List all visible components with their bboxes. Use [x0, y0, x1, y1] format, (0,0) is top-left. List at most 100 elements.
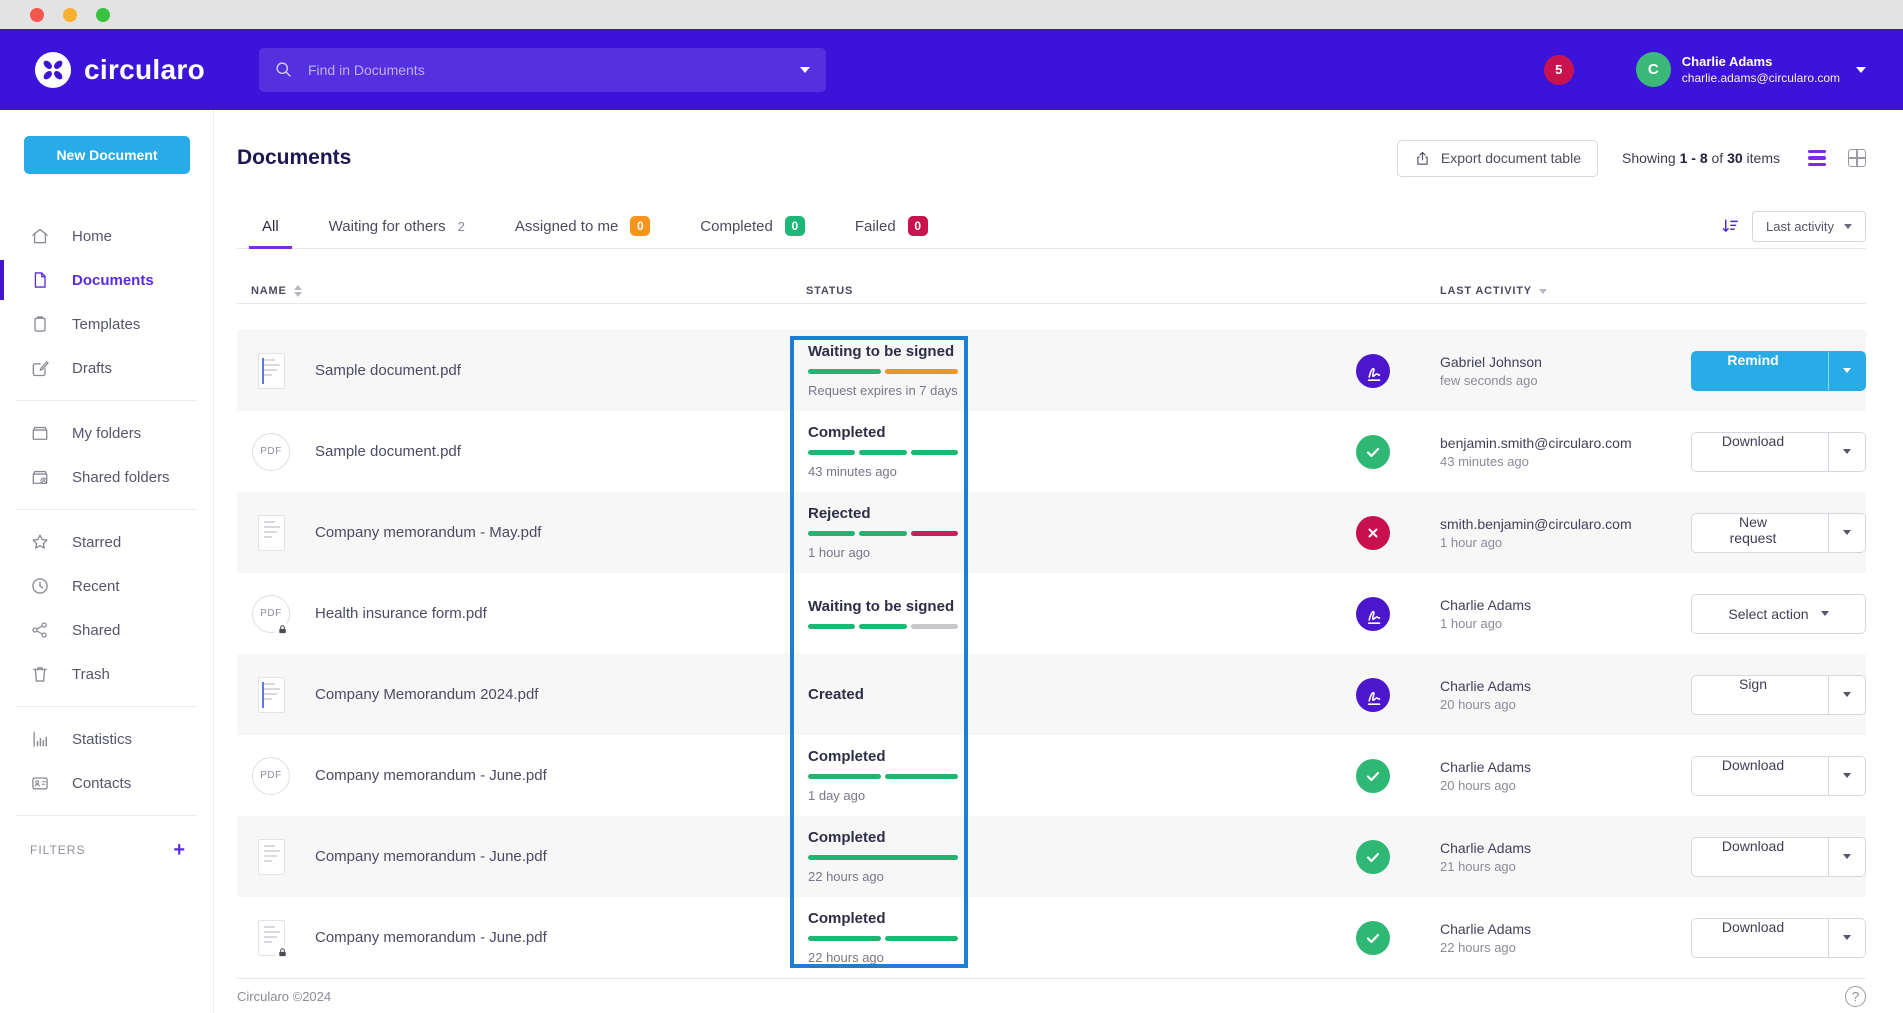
home-icon: [32, 228, 48, 244]
sidebar-item-templates[interactable]: Templates: [0, 302, 213, 346]
sidebar-item-trash[interactable]: Trash: [0, 652, 213, 696]
download-button[interactable]: Download: [1691, 431, 1828, 472]
trash-icon: [33, 667, 47, 682]
new-document-button[interactable]: New Document: [24, 136, 190, 174]
action-dropdown-caret[interactable]: [1828, 512, 1866, 553]
sidebar-item-drafts[interactable]: Drafts: [0, 346, 213, 390]
status-progress-bar: [808, 369, 958, 374]
document-thumbnail-icon: [257, 676, 285, 713]
copyright-text: Circularo ©2024: [237, 988, 332, 1004]
tab-completed[interactable]: Completed 0: [675, 204, 830, 248]
sidebar-divider: [16, 815, 197, 816]
sidebar-item-starred[interactable]: Starred: [0, 520, 213, 564]
new-request-button[interactable]: New request: [1691, 512, 1828, 553]
sidebar-item-contacts[interactable]: Contacts: [0, 761, 213, 805]
sort-order-icon[interactable]: [1721, 217, 1740, 236]
sidebar-divider: [16, 509, 197, 510]
document-name[interactable]: Company memorandum - June.pdf: [315, 848, 547, 865]
sidebar-item-shared[interactable]: Shared: [0, 608, 213, 652]
bar-chart-icon: [33, 731, 47, 747]
document-thumbnail-icon: [257, 352, 285, 389]
lock-icon: [275, 944, 290, 960]
sidebar-item-label: Statistics: [72, 730, 133, 748]
sign-button[interactable]: Sign: [1691, 674, 1828, 715]
signature-avatar-icon: [1356, 596, 1390, 631]
action-dropdown-caret[interactable]: [1828, 350, 1866, 391]
notifications-badge[interactable]: 5: [1543, 54, 1574, 85]
document-name[interactable]: Company Memorandum 2024.pdf: [315, 686, 539, 703]
sidebar-item-statistics[interactable]: Statistics: [0, 717, 213, 761]
document-name[interactable]: Company memorandum - June.pdf: [315, 767, 547, 784]
tab-count-badge: 0: [907, 216, 928, 236]
tab-waiting-for-others[interactable]: Waiting for others 2: [304, 204, 490, 248]
search-scope-dropdown-caret-icon[interactable]: [799, 66, 810, 73]
table-row[interactable]: PDF Sample document.pdf Completed 43 min…: [237, 411, 1866, 492]
column-header-last-activity[interactable]: LAST ACTIVITY: [1440, 285, 1532, 297]
sidebar-item-recent[interactable]: Recent: [0, 564, 213, 608]
action-dropdown-caret[interactable]: [1828, 836, 1866, 877]
activity-time: few seconds ago: [1440, 372, 1538, 388]
remind-button[interactable]: Remind: [1691, 350, 1828, 391]
document-filter-tabs: All Waiting for others 2 Assigned to me …: [237, 204, 1866, 249]
table-row[interactable]: Sample document.pdf Waiting to be signed…: [237, 330, 1866, 411]
list-view-icon[interactable]: [1808, 149, 1826, 167]
search-input[interactable]: [307, 61, 800, 78]
document-name[interactable]: Sample document.pdf: [315, 443, 461, 460]
actor-name: Charlie Adams: [1440, 920, 1532, 937]
global-search-bar[interactable]: [258, 47, 826, 92]
tab-label: Waiting for others: [328, 217, 446, 235]
status-progress-bar: [808, 855, 958, 860]
document-name[interactable]: Company memorandum - May.pdf: [315, 524, 542, 541]
user-menu[interactable]: C Charlie Adams charlie.adams@circularo.…: [1635, 52, 1866, 87]
sidebar-item-home[interactable]: Home: [0, 214, 213, 258]
table-row[interactable]: Company Memorandum 2024.pdf Created Char…: [237, 654, 1866, 735]
help-icon[interactable]: ?: [1845, 985, 1866, 1007]
table-row[interactable]: Company memorandum - May.pdf Rejected 1 …: [237, 492, 1866, 573]
grid-view-icon[interactable]: [1848, 149, 1866, 167]
tab-assigned-to-me[interactable]: Assigned to me 0: [490, 204, 675, 248]
document-name[interactable]: Health insurance form.pdf: [315, 605, 487, 622]
document-name[interactable]: Sample document.pdf: [315, 362, 461, 379]
sidebar-item-label: Templates: [72, 315, 141, 333]
signature-avatar-icon: [1356, 353, 1390, 388]
action-dropdown-caret[interactable]: [1828, 917, 1866, 958]
sidebar-item-my-folders[interactable]: My folders: [0, 411, 213, 455]
activity-time: 43 minutes ago: [1440, 453, 1529, 469]
download-button[interactable]: Download: [1691, 917, 1828, 958]
sidebar-item-documents[interactable]: Documents: [0, 258, 213, 302]
column-header-name[interactable]: NAME: [251, 285, 287, 297]
action-dropdown-caret[interactable]: [1828, 755, 1866, 796]
brand-logo[interactable]: circularo: [34, 51, 205, 89]
tab-failed[interactable]: Failed 0: [830, 204, 953, 248]
column-header-status[interactable]: STATUS: [806, 285, 854, 297]
export-document-table-button[interactable]: Export document table: [1396, 139, 1598, 177]
pdf-file-icon: PDF: [252, 756, 290, 795]
table-row[interactable]: Company memorandum - June.pdf Completed …: [237, 897, 1866, 978]
add-filter-button[interactable]: +: [173, 839, 185, 861]
status-note: 22 hours ago: [808, 869, 884, 884]
sidebar-item-shared-folders[interactable]: Shared folders: [0, 455, 213, 499]
download-button[interactable]: Download: [1691, 755, 1828, 796]
activity-time: 20 hours ago: [1440, 777, 1516, 793]
document-thumbnail-icon: [257, 514, 285, 551]
action-dropdown-caret[interactable]: [1828, 674, 1866, 715]
table-row[interactable]: PDF Health insurance form.pdf Waiting to…: [237, 573, 1866, 654]
window-close-icon[interactable]: [30, 7, 44, 22]
select-action-button[interactable]: Select action: [1691, 593, 1866, 634]
tab-count-badge: 0: [630, 216, 651, 236]
star-icon: [32, 534, 48, 549]
tab-all[interactable]: All: [237, 204, 304, 249]
download-button[interactable]: Download: [1691, 836, 1828, 877]
sort-by-dropdown[interactable]: Last activity: [1752, 210, 1866, 242]
action-dropdown-caret[interactable]: [1828, 431, 1866, 472]
sort-arrows-icon[interactable]: [293, 285, 302, 297]
document-name[interactable]: Company memorandum - June.pdf: [315, 929, 547, 946]
status-label: Created: [808, 686, 864, 703]
table-row[interactable]: Company memorandum - June.pdf Completed …: [237, 816, 1866, 897]
window-zoom-icon[interactable]: [96, 7, 110, 22]
sidebar-item-label: Recent: [72, 577, 120, 595]
window-minimize-icon[interactable]: [63, 7, 77, 22]
sidebar-item-label: Documents: [72, 271, 154, 289]
tab-label: Assigned to me: [514, 217, 619, 235]
table-row[interactable]: PDF Company memorandum - June.pdf Comple…: [237, 735, 1866, 816]
